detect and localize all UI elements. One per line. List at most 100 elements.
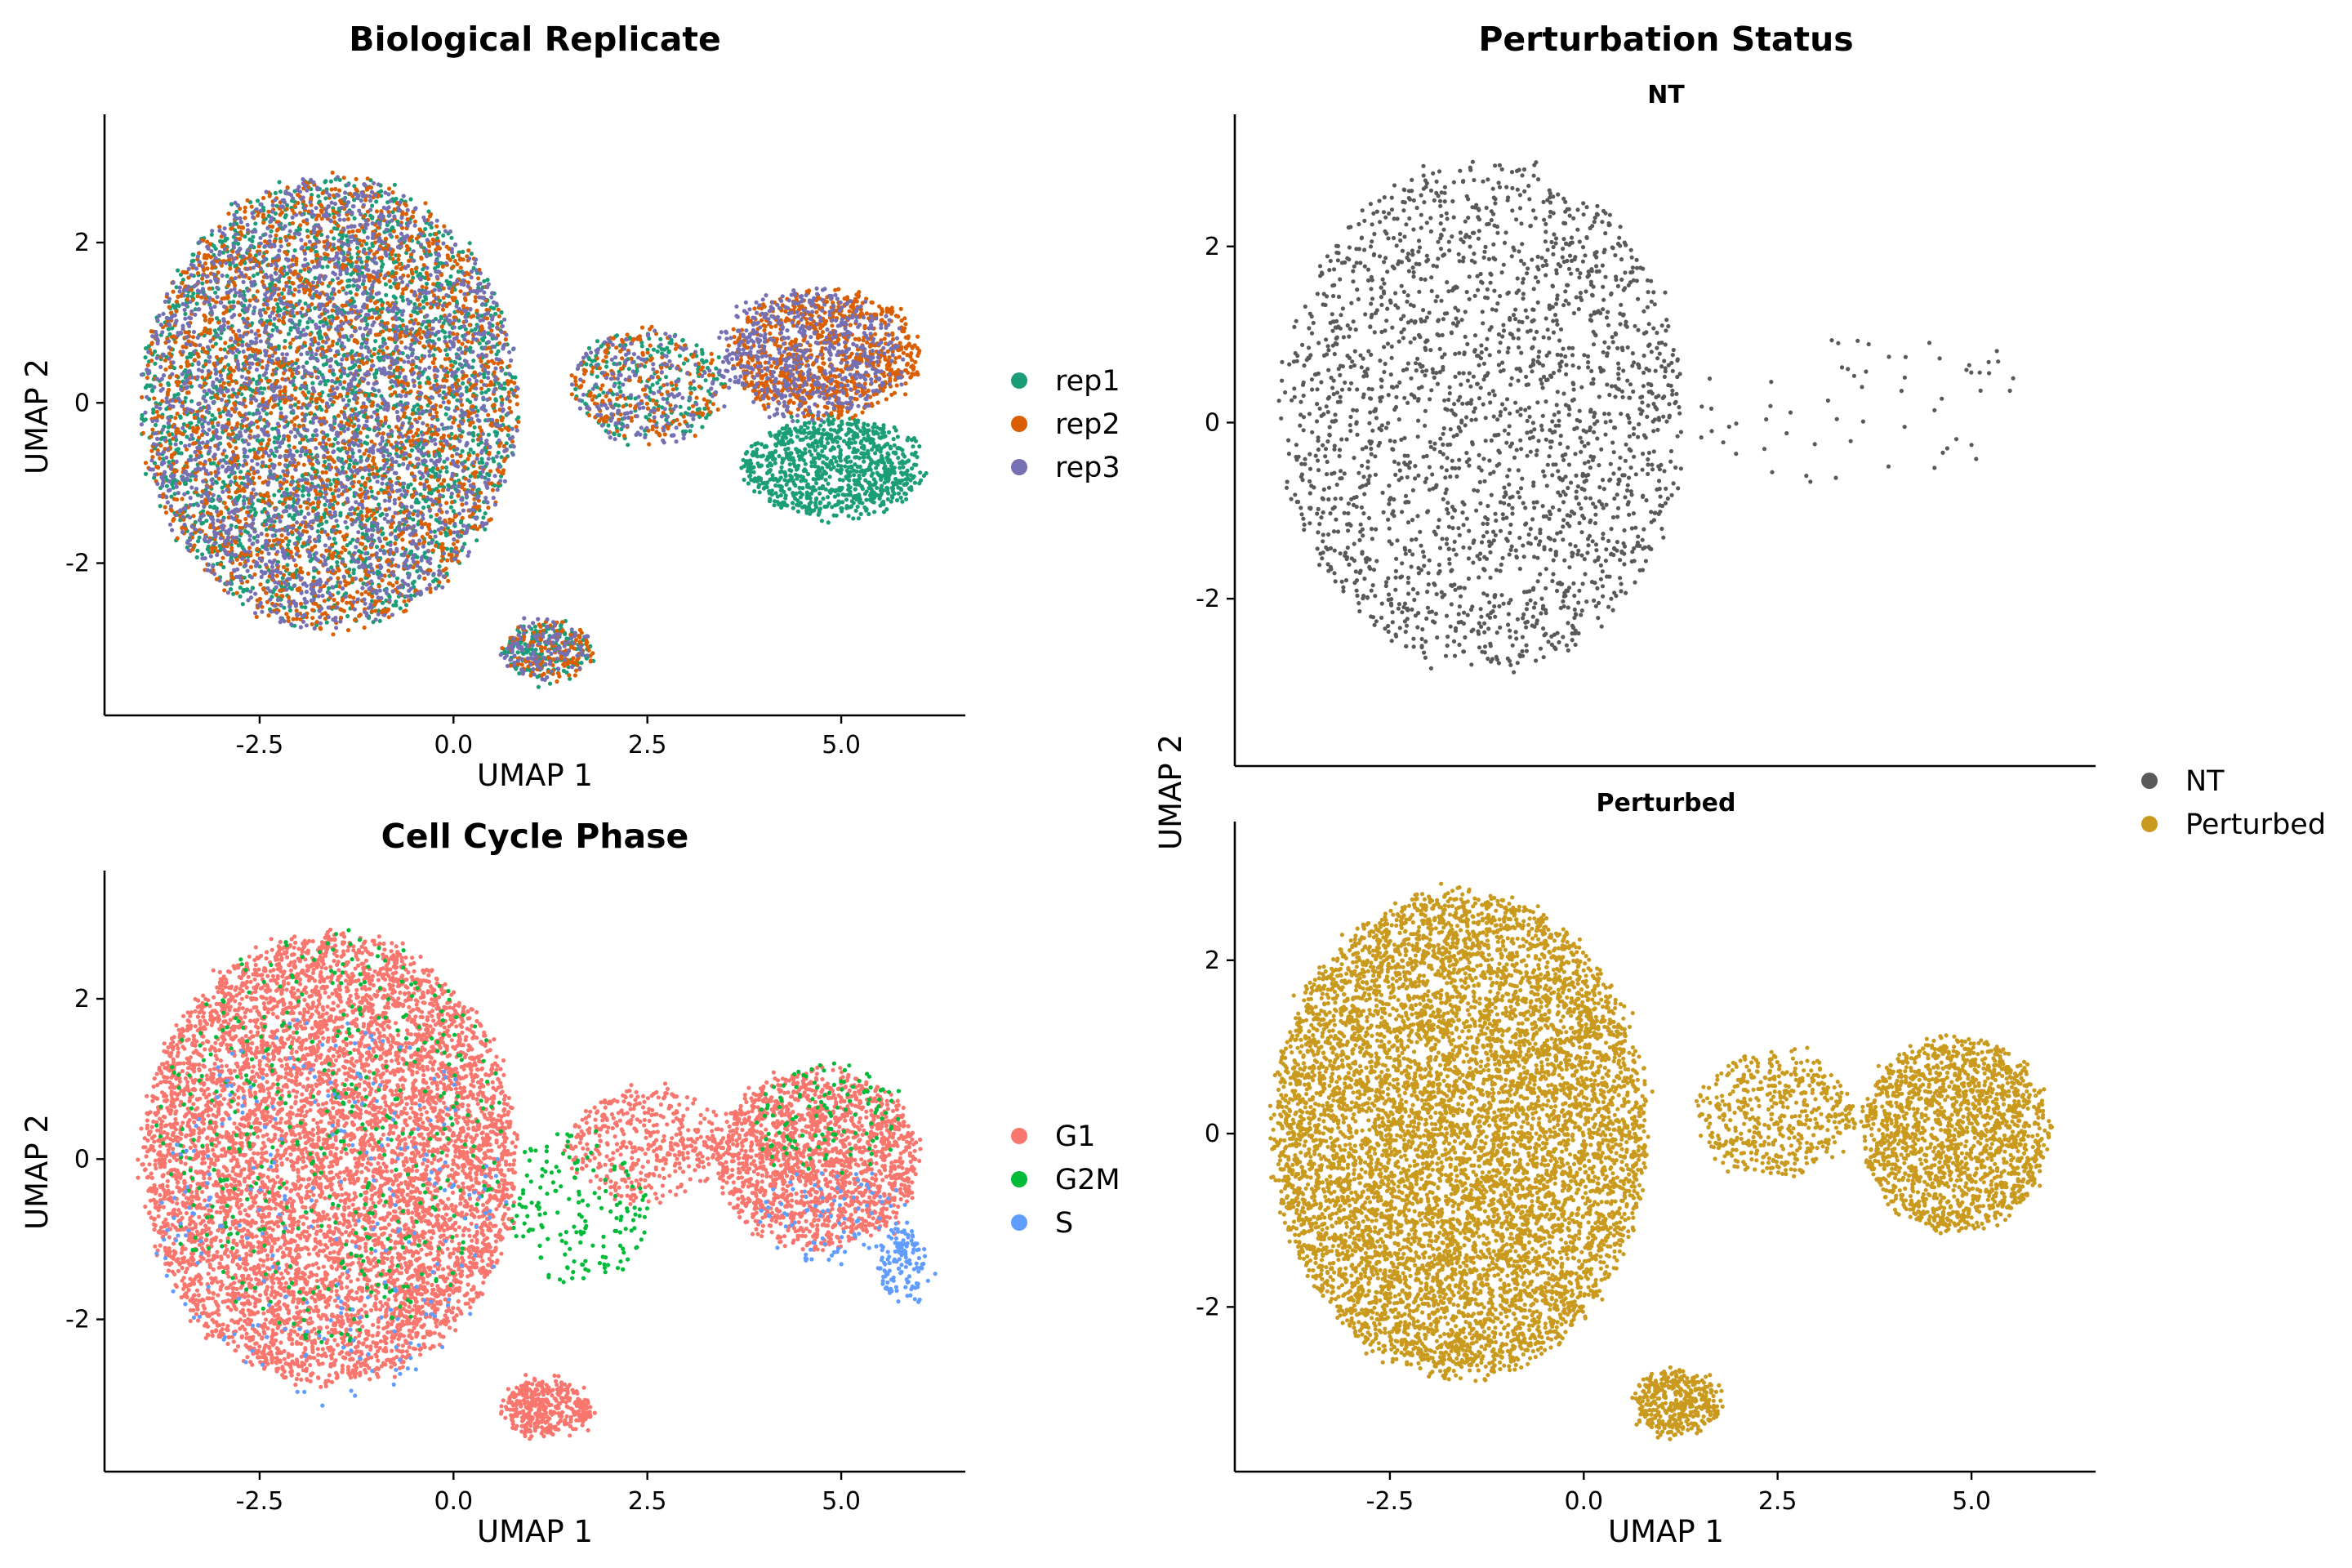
data-point: [853, 462, 857, 466]
data-point: [296, 358, 300, 362]
data-point: [752, 489, 756, 493]
data-point: [799, 501, 803, 505]
data-point: [349, 291, 353, 295]
data-point: [313, 306, 317, 310]
data-point: [855, 432, 859, 436]
data-point: [804, 435, 808, 439]
data-point: [332, 215, 336, 219]
data-point: [357, 365, 361, 369]
data-point: [810, 434, 814, 439]
data-point: [443, 357, 448, 361]
data-point: [211, 425, 215, 429]
data-point: [212, 505, 216, 509]
data-point: [443, 335, 448, 339]
data-point: [348, 278, 352, 283]
data-point: [651, 383, 655, 387]
data-point: [504, 337, 508, 341]
data-point: [784, 430, 788, 434]
data-point: [758, 490, 762, 494]
data-point: [486, 359, 490, 363]
data-point: [857, 492, 861, 497]
data-point: [782, 503, 786, 507]
data-point: [323, 599, 327, 603]
data-point: [817, 427, 821, 431]
data-point: [253, 259, 257, 263]
data-point: [284, 458, 288, 462]
data-point: [777, 454, 782, 458]
data-point: [226, 212, 230, 216]
data-point: [295, 608, 299, 612]
data-point: [820, 476, 824, 480]
data-point: [807, 507, 811, 511]
data-point: [310, 466, 314, 470]
data-point: [345, 525, 349, 529]
data-point: [425, 301, 429, 305]
data-point: [789, 438, 793, 442]
data-point: [587, 346, 591, 350]
data-point: [834, 436, 838, 440]
data-point: [795, 434, 800, 439]
data-point: [172, 394, 176, 398]
data-point: [310, 616, 314, 620]
data-point: [911, 476, 915, 480]
data-point: [899, 488, 903, 492]
data-point: [563, 632, 567, 636]
data-point: [380, 310, 384, 314]
data-point: [299, 566, 303, 570]
data-point: [144, 385, 148, 390]
data-point: [739, 466, 743, 470]
data-point: [384, 283, 388, 287]
data-point: [394, 448, 399, 452]
data-point: [355, 590, 359, 594]
data-point: [311, 434, 315, 438]
data-point: [153, 350, 157, 354]
data-point: [785, 424, 789, 428]
data-point: [817, 431, 821, 435]
data-point: [227, 382, 231, 386]
replicate-points: [140, 171, 929, 689]
data-point: [652, 348, 656, 352]
data-point: [396, 257, 400, 261]
data-point: [234, 381, 238, 385]
data-point: [759, 476, 763, 480]
data-point: [270, 229, 274, 234]
data-point: [382, 338, 386, 342]
data-point: [885, 457, 889, 461]
data-point: [548, 682, 552, 686]
data-point: [771, 457, 775, 461]
data-point: [831, 488, 835, 492]
data-point: [849, 466, 853, 470]
data-point: [918, 470, 922, 474]
data-point: [331, 506, 335, 510]
data-point: [849, 470, 853, 474]
data-point: [359, 577, 363, 581]
data-point: [277, 318, 281, 323]
data-point: [198, 461, 202, 466]
data-point: [849, 422, 853, 426]
data-point: [448, 274, 452, 278]
data-point: [208, 505, 212, 509]
data-point: [601, 390, 605, 394]
data-point: [809, 492, 813, 496]
data-point: [305, 326, 310, 330]
data-point: [617, 433, 621, 437]
data-point: [217, 320, 221, 324]
data-point: [781, 426, 785, 430]
data-point: [784, 493, 788, 497]
data-point: [440, 448, 444, 452]
data-point: [217, 225, 221, 229]
data-point: [226, 320, 230, 324]
data-point: [237, 520, 241, 524]
data-point: [760, 454, 764, 458]
data-point: [461, 449, 465, 453]
data-point: [330, 314, 334, 318]
data-point: [444, 412, 448, 416]
data-point: [742, 478, 746, 482]
data-point: [167, 383, 171, 387]
data-point: [445, 245, 449, 249]
data-point: [410, 448, 414, 452]
data-point: [309, 196, 313, 200]
data-point: [288, 608, 292, 612]
data-point: [392, 294, 396, 298]
data-point: [871, 438, 875, 442]
